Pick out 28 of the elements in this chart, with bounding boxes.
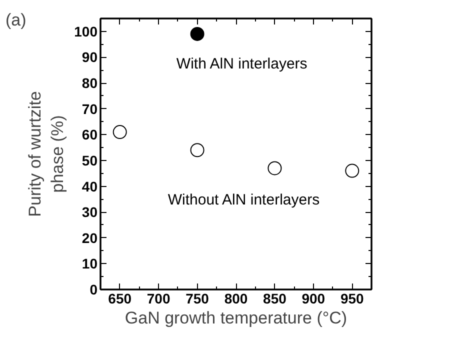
- x-tick-label: 650: [108, 290, 132, 306]
- y-tick-label: 80: [82, 75, 98, 92]
- y-tick-label: 100: [74, 23, 98, 40]
- x-tick-label: 850: [263, 290, 287, 306]
- y-tick-label: 50: [82, 152, 98, 168]
- y-tick-label: 0: [90, 282, 98, 298]
- x-tick-label: 750: [186, 290, 210, 306]
- y-tick-label: 90: [82, 49, 98, 66]
- series-label: With AlN interlayers: [176, 55, 308, 72]
- y-tick-label: 10: [82, 256, 98, 272]
- point: [190, 27, 204, 41]
- y-tick-label: 40: [82, 178, 98, 194]
- point: [112, 125, 127, 140]
- text: (a): [6, 10, 26, 30]
- text: Without AlN interlayers: [168, 192, 320, 209]
- y-tick-label: 20: [82, 230, 98, 246]
- y-axis-title: Purity of wurtzite phase (%): [25, 91, 68, 217]
- point: [345, 164, 360, 178]
- point: [190, 143, 204, 158]
- x-axis-title: GaN growth temperature (°C): [124, 308, 348, 328]
- point: [268, 161, 282, 176]
- x-tick-label: 950: [340, 290, 364, 306]
- y-tick-label: 60: [82, 126, 98, 143]
- y-tick-label: 30: [82, 204, 98, 220]
- y-tick-label: 70: [82, 100, 98, 117]
- x-tick-label: 900: [302, 290, 326, 306]
- x-tick-label: 800: [224, 290, 248, 306]
- x-tick-label: 700: [146, 290, 170, 306]
